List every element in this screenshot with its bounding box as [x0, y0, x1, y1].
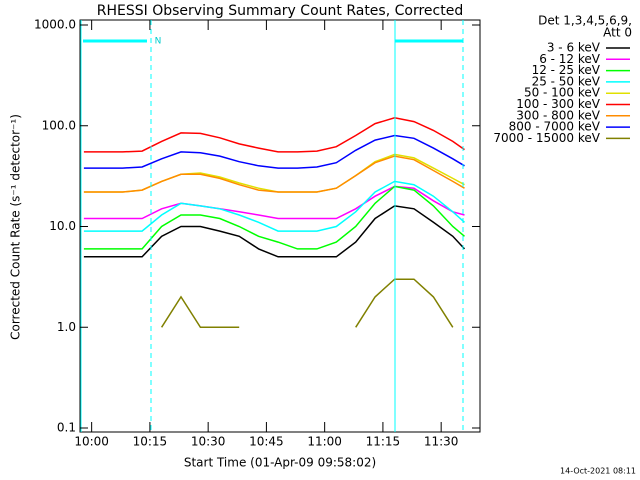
- legend-label: 100 - 300 keV: [516, 97, 600, 111]
- x-tick-label: 10:15: [133, 435, 168, 449]
- y-tick-label: 1000.0: [34, 18, 76, 32]
- series-line: [83, 155, 465, 193]
- legend-title: Det 1,3,4,5,6,9,: [538, 14, 632, 28]
- y-tick-label: 0.1: [57, 421, 76, 435]
- legend-label: 3 - 6 keV: [547, 41, 601, 55]
- x-tick-label: 11:15: [366, 435, 401, 449]
- x-tick-label: 10:00: [74, 435, 109, 449]
- y-axis-label: Corrected Count Rate (s⁻¹ detector⁻¹): [9, 114, 23, 340]
- x-tick-label: 11:30: [424, 435, 459, 449]
- legend-label: 25 - 50 keV: [532, 74, 601, 88]
- legend-label: 6 - 12 keV: [539, 52, 601, 66]
- legend-label: 300 - 800 keV: [516, 108, 600, 122]
- series-line: [83, 180, 466, 232]
- x-axis-label: Start Time (01-Apr-09 09:58:02): [184, 456, 376, 470]
- y-tick-label: 10.0: [49, 219, 76, 233]
- series-line: [83, 134, 465, 169]
- legend-label: 12 - 25 keV: [532, 63, 601, 77]
- legend-label: 50 - 100 keV: [524, 86, 601, 100]
- series-line: [83, 185, 465, 220]
- chart-title: RHESSI Observing Summary Count Rates, Co…: [97, 3, 463, 19]
- series-line: [83, 117, 465, 153]
- x-tick-label: 11:00: [307, 435, 342, 449]
- y-tick-label: 1.0: [57, 320, 76, 334]
- series-line: [83, 205, 466, 258]
- x-tick-label: 10:30: [191, 435, 226, 449]
- x-tick-label: 10:45: [249, 435, 284, 449]
- legend-title: Att 0: [603, 26, 632, 40]
- plot-area: [83, 117, 466, 329]
- footer: 14-Oct-2021 08:11: [560, 467, 636, 476]
- night-label: N: [155, 37, 162, 47]
- y-tick-label: 100.0: [42, 118, 76, 132]
- series-line: [160, 278, 454, 329]
- legend-label: 800 - 7000 keV: [509, 120, 601, 134]
- legend-label: 7000 - 15000 keV: [493, 131, 600, 145]
- series-line: [83, 185, 465, 250]
